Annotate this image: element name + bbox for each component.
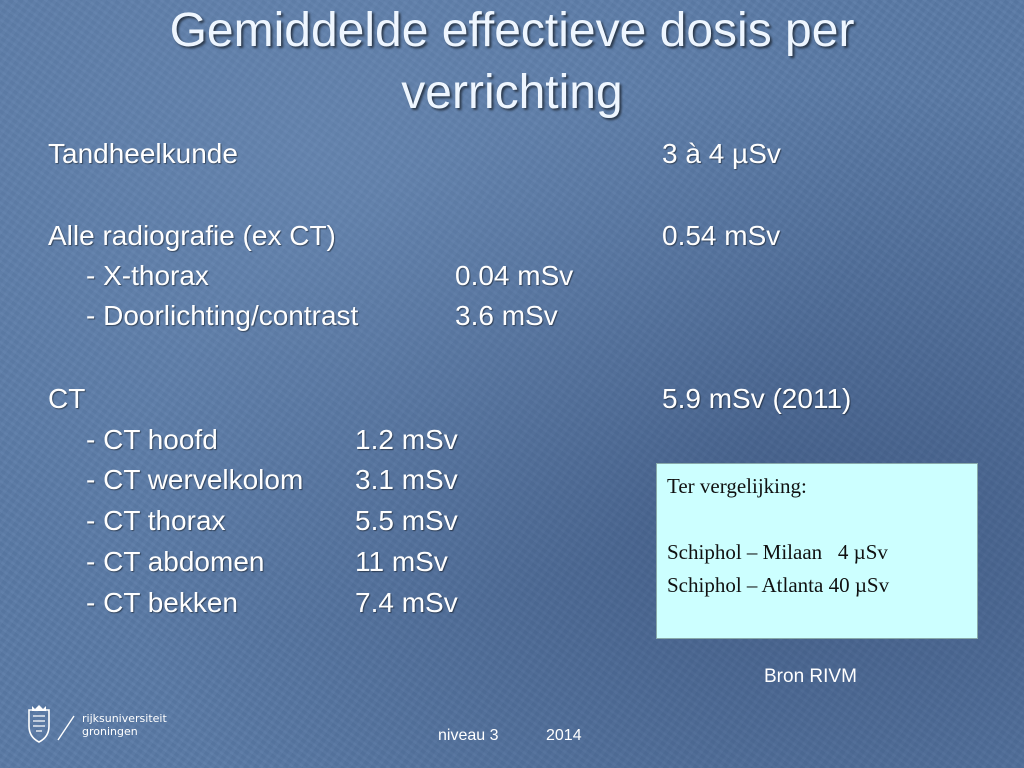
row-value-ct: 5.9 mSv (2011)	[662, 383, 852, 414]
row-label-ct-abdomen: - CT abdomen	[86, 546, 265, 577]
row-value-ct-bekken: 7.4 mSv	[355, 587, 458, 618]
row-value-doorlichting: 3.6 mSv	[455, 300, 558, 331]
row-label-ct-thorax: - CT thorax	[86, 505, 226, 536]
comparison-box: Ter vergelijking: Schiphol – Milaan 4 µS…	[656, 463, 978, 639]
university-crest-icon	[28, 705, 75, 743]
comparison-spacer	[667, 503, 967, 536]
row-label-tandheelkunde: Tandheelkunde	[48, 138, 238, 169]
row-label-xthorax: - X-thorax	[86, 260, 209, 291]
source-note: Bron RIVM	[764, 666, 857, 687]
footer-year: 2014	[546, 727, 582, 744]
comparison-line-atlanta: Schiphol – Atlanta 40 µSv	[667, 573, 890, 597]
slide-title: Gemiddelde effectieve dosis per verricht…	[0, 0, 1024, 124]
logo-line-2: groningen	[82, 725, 138, 738]
row-value-tandheelkunde: 3 à 4 µSv	[662, 138, 781, 169]
logo-line-1: rijksuniversiteit	[82, 712, 167, 725]
row-label-ct-hoofd: - CT hoofd	[86, 424, 218, 455]
row-label-radiografie: Alle radiografie (ex CT)	[48, 220, 336, 251]
title-line-1: Gemiddelde effectieve dosis per	[169, 4, 855, 57]
row-label-ct: CT	[48, 383, 86, 414]
title-line-2: verrichting	[401, 66, 623, 119]
row-label-ct-bekken: - CT bekken	[86, 587, 238, 618]
row-value-ct-wervelkolom: 3.1 mSv	[355, 464, 458, 495]
university-logo-text: rijksuniversiteit groningen	[82, 712, 167, 738]
comparison-heading: Ter vergelijking:	[667, 474, 807, 498]
row-value-xthorax: 0.04 mSv	[455, 260, 574, 291]
row-label-doorlichting: - Doorlichting/contrast	[86, 300, 359, 331]
row-value-ct-thorax: 5.5 mSv	[355, 505, 458, 536]
row-value-ct-abdomen: 11 mSv	[355, 546, 448, 577]
row-label-ct-wervelkolom: - CT wervelkolom	[86, 464, 304, 495]
comparison-line-milaan: Schiphol – Milaan 4 µSv	[667, 540, 888, 564]
footer-level: niveau 3	[438, 727, 499, 744]
row-value-radiografie: 0.54 mSv	[662, 220, 781, 251]
row-value-ct-hoofd: 1.2 mSv	[355, 424, 458, 455]
